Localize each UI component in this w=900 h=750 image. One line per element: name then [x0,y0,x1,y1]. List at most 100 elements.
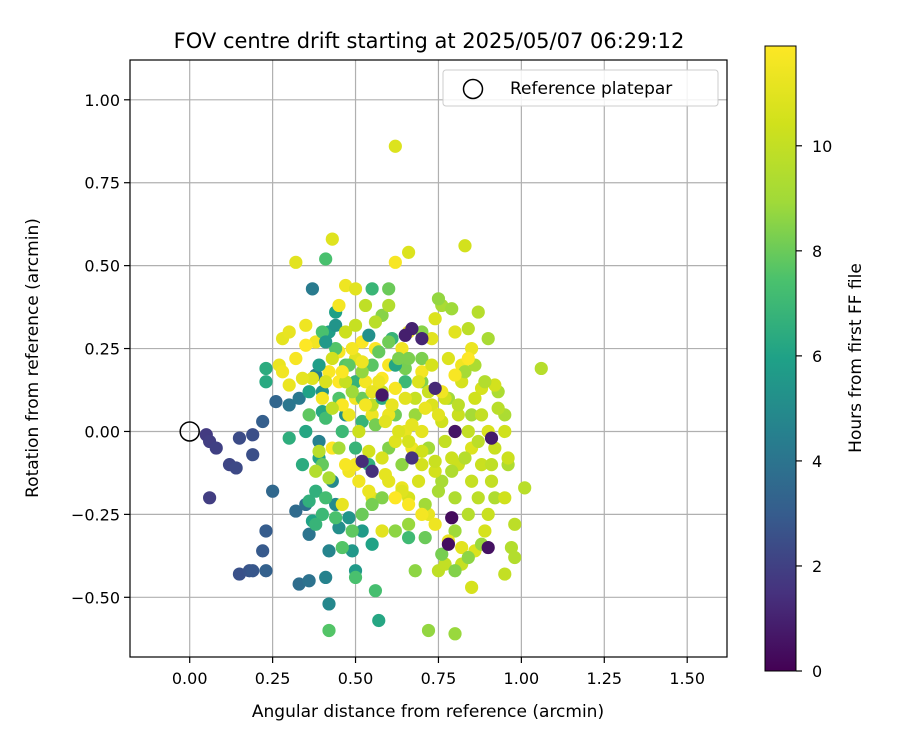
data-point [325,401,339,415]
data-point [468,391,482,405]
data-point [458,365,472,379]
data-point [474,458,489,472]
data-point [362,484,376,498]
legend-label: Reference platepar [510,79,672,99]
colorbar-tick-label: 10 [812,137,832,156]
data-point [259,524,273,538]
data-point [348,441,363,455]
colorbar-tick-label: 6 [812,347,822,366]
data-point [474,408,489,422]
data-point [365,408,379,422]
data-point [338,278,353,293]
data-point [332,298,346,313]
data-point [362,444,376,458]
data-point [329,511,343,525]
data-point [372,613,386,628]
legend: Reference platepar [442,69,719,107]
data-point [388,255,402,269]
data-point [415,365,429,379]
data-point [458,451,472,465]
data-point [458,239,472,253]
data-point [309,517,323,531]
data-point [365,385,379,399]
data-point [319,570,333,585]
x-tick-label: 1.25 [586,669,622,688]
data-point [375,451,389,465]
data-point [365,358,379,372]
data-point [415,507,429,521]
data-point [478,375,492,389]
data-point [319,252,333,266]
data-point [299,338,313,352]
data-point [484,474,499,488]
data-point [481,540,495,555]
scatter-points [199,139,548,641]
reference-point [179,421,200,442]
data-point [355,507,369,521]
data-point [392,424,406,439]
data-point [246,448,260,462]
data-point [335,365,349,379]
colorbar-gradient [764,45,797,672]
y-tick-label: 0.75 [84,174,120,193]
data-point [372,345,386,359]
data-point [448,564,462,578]
x-tick-label: 1.00 [504,669,540,688]
colorbar: 0 2 4 6 8 10 Hours from first FF file [764,45,866,681]
data-point [322,365,336,379]
data-point [315,325,329,339]
data-point [325,351,339,366]
data-point [388,139,402,153]
data-point [461,351,475,366]
data-point [259,361,273,376]
data-point [348,570,363,585]
data-point [352,424,366,439]
data-point [375,388,389,402]
data-point [315,507,329,521]
x-tick-label: 0.25 [255,669,291,688]
data-point [282,378,296,392]
data-point [355,355,369,369]
data-point [375,491,389,505]
data-point [282,398,296,412]
data-point [378,414,392,429]
data-point [411,375,426,389]
colorbar-label: Hours from first FF file [846,263,866,453]
data-point [461,550,475,565]
data-point [282,325,296,339]
data-point [329,341,343,356]
data-point [465,408,479,422]
data-point [335,540,349,555]
data-point [471,434,485,449]
data-point [415,424,429,439]
data-point [312,358,326,372]
data-point [445,511,459,525]
data-point [501,451,515,465]
data-point [299,424,313,439]
data-point [309,335,323,349]
data-point [365,464,379,478]
data-point [451,398,465,412]
data-point [382,298,396,313]
data-point [448,424,462,439]
data-point [398,361,412,376]
data-point [398,391,412,405]
data-point [246,564,260,578]
data-point [305,371,320,385]
data-point [319,375,333,389]
data-point [415,458,429,472]
data-point [438,434,452,449]
data-point [498,567,512,581]
data-point [504,540,519,555]
data-point [508,517,522,531]
data-point [355,365,369,379]
data-point [402,245,416,259]
data-point [421,623,436,638]
data-point [448,524,462,538]
data-point [309,484,323,498]
data-point [398,375,412,389]
data-point [534,361,548,376]
data-point [312,444,326,458]
data-point [488,491,502,505]
data-point [266,484,280,498]
